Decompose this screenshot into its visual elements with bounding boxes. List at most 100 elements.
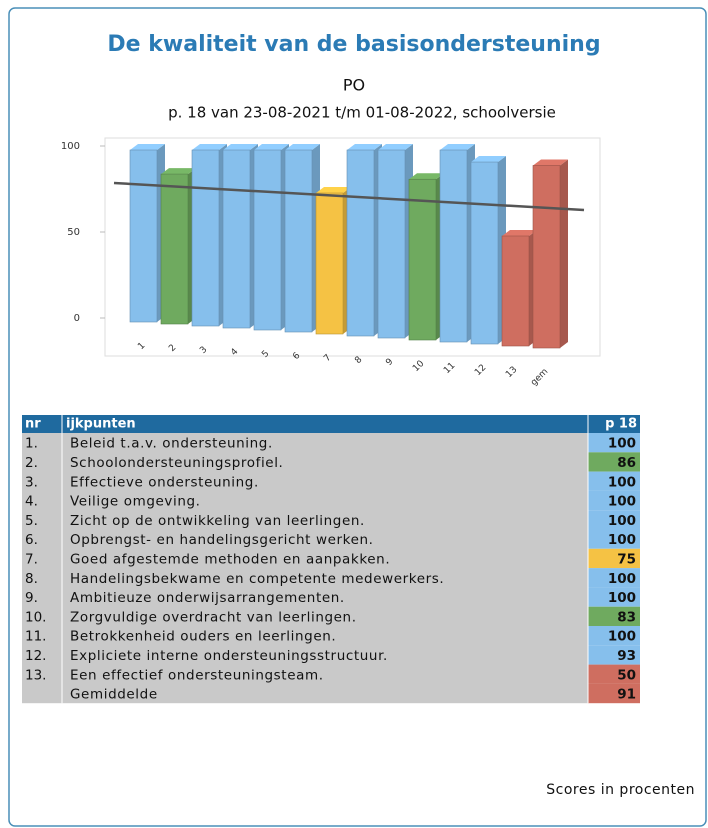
title: De kwaliteit van de basisondersteuning [107, 32, 600, 57]
row-label: Effectieve ondersteuning. [70, 474, 259, 490]
bar-top [347, 144, 382, 150]
row-score: 83 [617, 609, 636, 625]
y-tick-label: 100 [61, 141, 80, 152]
bar-top [502, 230, 537, 236]
score-cell [588, 548, 640, 569]
row-label: Gemiddelde [70, 687, 158, 703]
x-tick-label: 1 [136, 341, 147, 352]
x-tick-label: 5 [260, 349, 271, 360]
bar [346, 144, 382, 337]
bar [191, 144, 227, 327]
row-score: 100 [608, 494, 636, 510]
row-score: 100 [608, 629, 636, 645]
row-number: 4. [25, 494, 38, 510]
score-cell [588, 683, 640, 704]
bar [532, 159, 568, 349]
row-number: 3. [25, 474, 38, 490]
score-cell [588, 433, 640, 453]
row-number: 11. [25, 629, 46, 645]
bar-top [533, 159, 568, 166]
bar-front [470, 161, 499, 345]
score-cell [588, 645, 640, 665]
y-tick-label: 50 [67, 227, 80, 238]
row-score: 100 [608, 590, 636, 606]
bar-front [191, 149, 220, 327]
bar [377, 144, 413, 339]
score-cell [588, 606, 640, 626]
row-label: Opbrengst- en handelingsgericht werken. [70, 532, 374, 548]
row-number: 7. [25, 551, 38, 567]
bar [222, 144, 258, 329]
x-tick-label: 4 [229, 347, 240, 358]
row-number: 9. [25, 590, 38, 606]
bar-front [501, 235, 530, 347]
bar-top [192, 144, 227, 150]
reference-line [113, 181, 585, 212]
row-score: 100 [608, 571, 636, 587]
row-score: 100 [608, 532, 636, 548]
bar-front [346, 149, 375, 337]
bar [501, 230, 537, 347]
score-cell [588, 490, 640, 511]
score-cell [588, 452, 640, 472]
row-number: 6. [25, 532, 38, 548]
x-tick-label: 8 [353, 355, 364, 366]
bar-front [315, 192, 344, 335]
x-tick-label: 6 [291, 351, 302, 362]
row-score: 100 [608, 474, 636, 490]
row-score: 100 [608, 513, 636, 529]
bar-front [408, 178, 437, 341]
score-cell [588, 587, 640, 607]
footnote: Scores in procenten [546, 782, 695, 798]
bar [284, 144, 320, 333]
row-label: Betrokkenheid ouders en leerlingen. [70, 629, 336, 645]
table-header: p 18 [605, 417, 637, 432]
row-number: 8. [25, 571, 38, 587]
score-cell [588, 510, 640, 530]
bar [129, 144, 165, 323]
score-cell [588, 568, 640, 588]
row-score: 86 [617, 455, 636, 471]
row-label: Zicht op de ontwikkeling van leerlingen. [70, 513, 365, 529]
bar-front [253, 149, 282, 331]
row-score: 50 [617, 667, 636, 683]
row-score: 91 [617, 687, 636, 703]
x-tick-label: 9 [384, 357, 395, 368]
bar-front [129, 149, 158, 323]
subtitle: PO [343, 76, 365, 95]
row-number: 12. [25, 648, 46, 664]
row-number: 2. [25, 455, 38, 471]
bar-front [222, 149, 251, 329]
bar [470, 156, 506, 345]
bar-top [316, 187, 351, 193]
bar-side [560, 159, 568, 348]
table-body-bg [22, 433, 588, 704]
bar [160, 168, 196, 325]
bar-top [223, 144, 258, 150]
table-header: ijkpunten [66, 417, 136, 432]
row-number: 1. [25, 436, 38, 452]
bar-top [254, 144, 289, 150]
row-number: 10. [25, 609, 46, 625]
bar-top [130, 144, 165, 150]
score-cell [588, 664, 640, 684]
bar [315, 187, 351, 335]
row-label: Veilige omgeving. [70, 494, 201, 510]
row-label: Zorgvuldige overdracht van leerlingen. [70, 609, 357, 625]
bar-top [285, 144, 320, 150]
score-cell [588, 471, 640, 491]
x-tick-label: 3 [198, 345, 209, 356]
row-label: Beleid t.a.v. ondersteuning. [70, 436, 273, 452]
bar-front [439, 149, 468, 343]
row-score: 100 [608, 436, 636, 452]
row-score: 75 [617, 551, 636, 567]
y-tick-label: 0 [74, 313, 80, 324]
row-label: Goed afgestemde methoden en aanpakken. [70, 551, 390, 567]
bar-top [471, 156, 506, 163]
row-number: 5. [25, 513, 38, 529]
table: nr ijkpunten p 18 1. Beleid t.a.v. ondersteu… [22, 415, 640, 704]
row-label: Handelingsbekwame en competente medewerk… [70, 571, 444, 587]
x-tick-label: 7 [322, 353, 333, 364]
